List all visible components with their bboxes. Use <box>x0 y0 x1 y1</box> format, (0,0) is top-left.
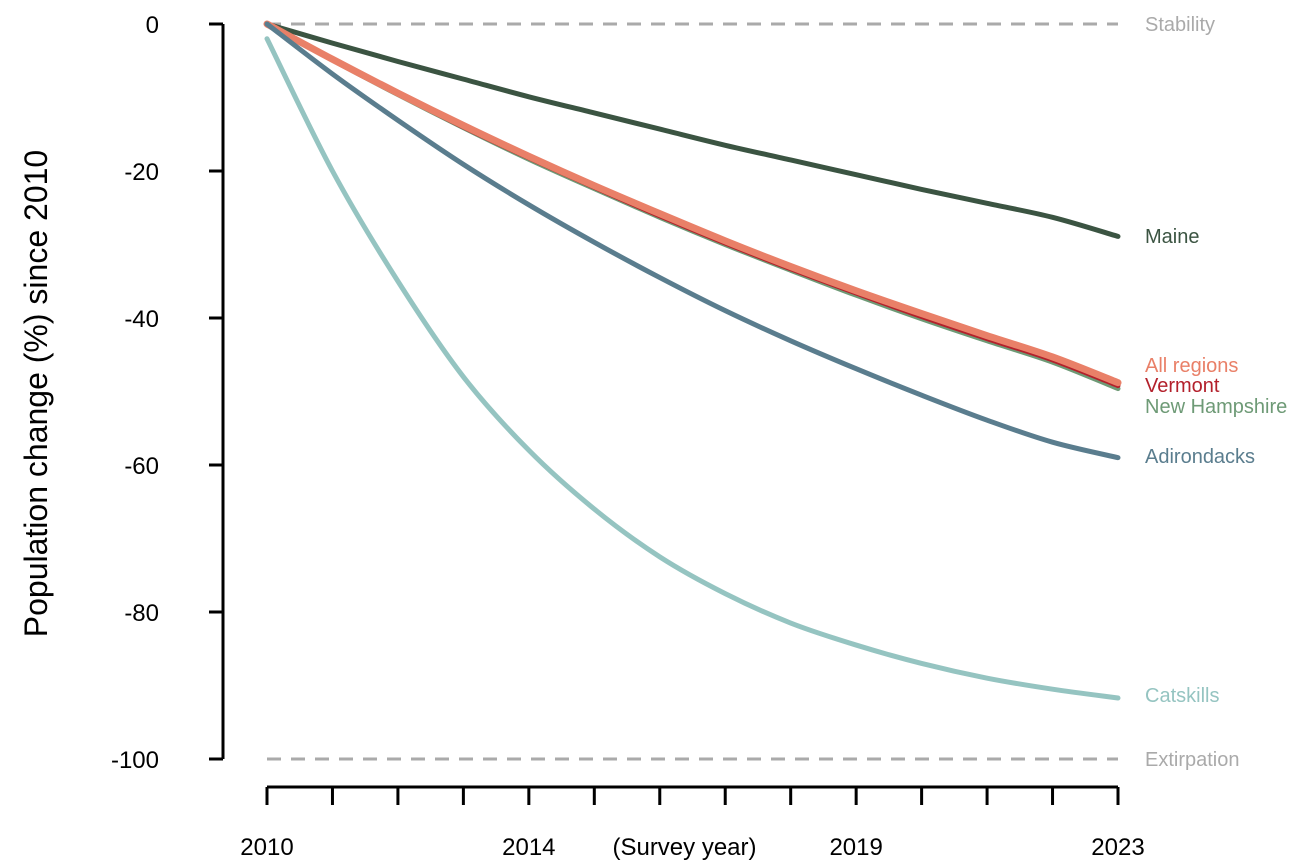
reference-label-stability: Stability <box>1145 14 1215 36</box>
series-label-new-hampshire: New Hampshire <box>1145 396 1287 418</box>
y-tick-label: 0 <box>146 12 159 39</box>
reference-lines <box>267 22 1118 761</box>
series-line-catskills <box>264 36 1121 701</box>
series-line-adirondacks <box>264 21 1121 461</box>
axes <box>221 24 1118 789</box>
series-label-adirondacks: Adirondacks <box>1145 446 1255 468</box>
series-label-catskills: Catskills <box>1145 685 1219 707</box>
reference-label-extirpation: Extirpation <box>1145 749 1240 771</box>
y-tick-label: -20 <box>124 159 159 186</box>
x-tick-label: 2019 <box>829 834 882 861</box>
series-line-maine <box>264 21 1121 239</box>
series-label-vermont: Vermont <box>1145 375 1220 397</box>
series-labels: Stability Extirpation Maine All regionsVerm… <box>1145 14 1287 771</box>
y-ticks: 0 -20 -40 -60 -80 -100 <box>111 12 223 774</box>
x-tick-label: 2014 <box>502 834 555 861</box>
y-tick-label: -100 <box>111 747 159 774</box>
series-lines <box>263 20 1122 701</box>
series-label-all-regions: All regions <box>1145 355 1238 377</box>
series-label-maine: Maine <box>1145 226 1199 248</box>
y-tick-label: -60 <box>124 453 159 480</box>
y-tick-label: -80 <box>124 600 159 627</box>
x-tick-label: 2010 <box>240 834 293 861</box>
x-ticks: 2010 2014 2019 2023 <box>240 787 1145 861</box>
x-axis-title: (Survey year) <box>612 834 756 861</box>
x-tick-label: 2023 <box>1091 834 1144 861</box>
y-tick-label: -40 <box>124 306 159 333</box>
series-line-all-regions <box>263 20 1122 387</box>
y-axis-title: Population change (%) since 2010 <box>18 150 54 637</box>
